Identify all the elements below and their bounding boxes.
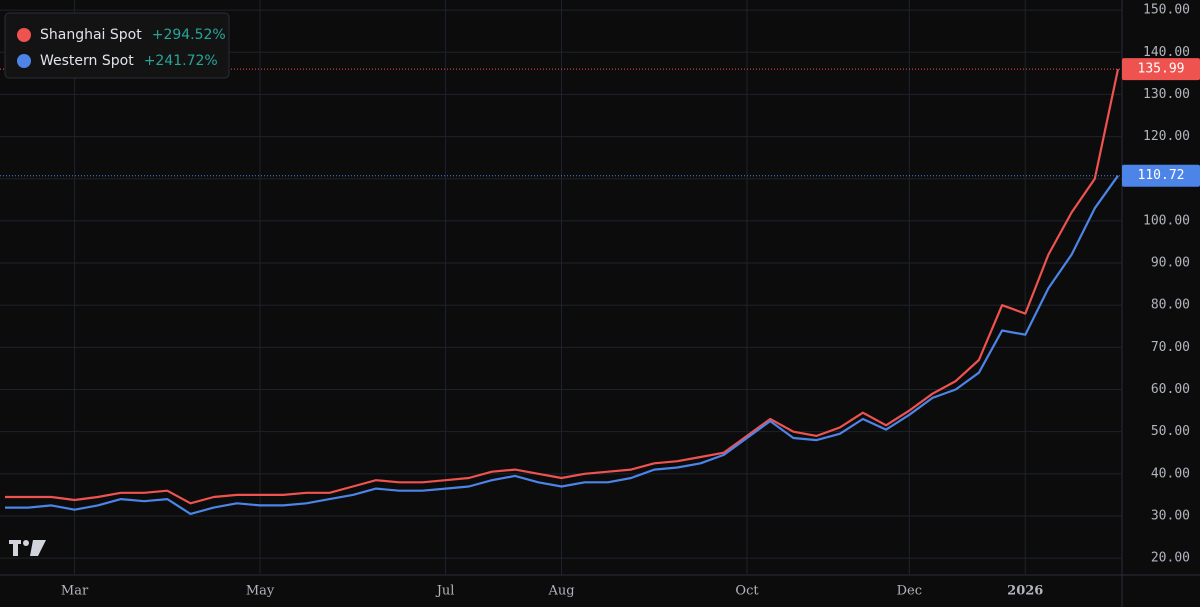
- legend-swatch: [17, 54, 31, 68]
- price-label-box: [1122, 58, 1200, 81]
- series-line: [5, 175, 1119, 515]
- y-tick-label: 60.00: [1151, 382, 1190, 397]
- series-line: [5, 68, 1120, 505]
- price-label: 135.99: [1138, 62, 1185, 77]
- legend-label: Western Spot: [40, 53, 134, 69]
- y-tick-label: 100.00: [1143, 213, 1190, 228]
- x-tick-label: Dec: [897, 584, 922, 599]
- legend-change: +294.52%: [152, 27, 226, 43]
- legend-change: +241.72%: [144, 53, 218, 69]
- legend-label: Shanghai Spot: [40, 27, 142, 43]
- price-label: 110.72: [1138, 168, 1185, 183]
- y-tick-label: 150.00: [1143, 3, 1190, 18]
- x-tick-label: Aug: [547, 584, 574, 599]
- y-tick-label: 70.00: [1151, 340, 1190, 355]
- y-tick-label: 50.00: [1151, 424, 1190, 439]
- y-tick-label: 20.00: [1151, 551, 1190, 566]
- legend-swatch: [17, 28, 31, 42]
- logo: [9, 540, 46, 556]
- x-tick-label: May: [246, 584, 275, 599]
- y-tick-label: 130.00: [1143, 87, 1190, 102]
- legend-box: [4, 12, 230, 79]
- y-tick-label: 80.00: [1151, 298, 1190, 313]
- grid: [0, 0, 1122, 575]
- x-tick-label: 2026: [1007, 584, 1043, 599]
- y-tick-label: 30.00: [1151, 508, 1190, 523]
- y-tick-label: 40.00: [1151, 466, 1190, 481]
- x-tick-label: Oct: [735, 584, 759, 599]
- price-label-box: [1122, 164, 1200, 187]
- y-tick-label: 90.00: [1151, 256, 1190, 271]
- x-tick-label: Jul: [435, 584, 455, 599]
- y-tick-label: 140.00: [1143, 45, 1190, 60]
- legend: Shanghai Spot +294.52% Western Spot +241.72…: [4, 12, 230, 79]
- x-tick-label: Mar: [61, 584, 89, 599]
- y-tick-label: 120.00: [1143, 129, 1190, 144]
